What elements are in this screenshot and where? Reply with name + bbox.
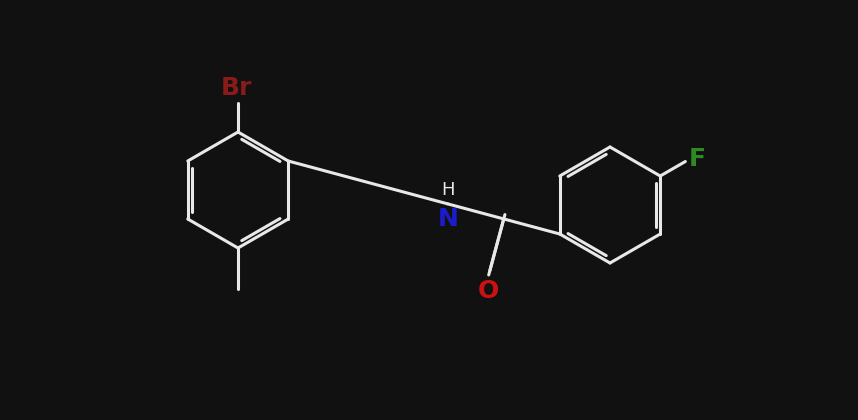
Text: F: F [688, 147, 705, 171]
Text: Br: Br [221, 76, 251, 100]
Text: O: O [478, 279, 499, 303]
Text: H: H [441, 181, 455, 199]
Text: N: N [438, 207, 458, 231]
